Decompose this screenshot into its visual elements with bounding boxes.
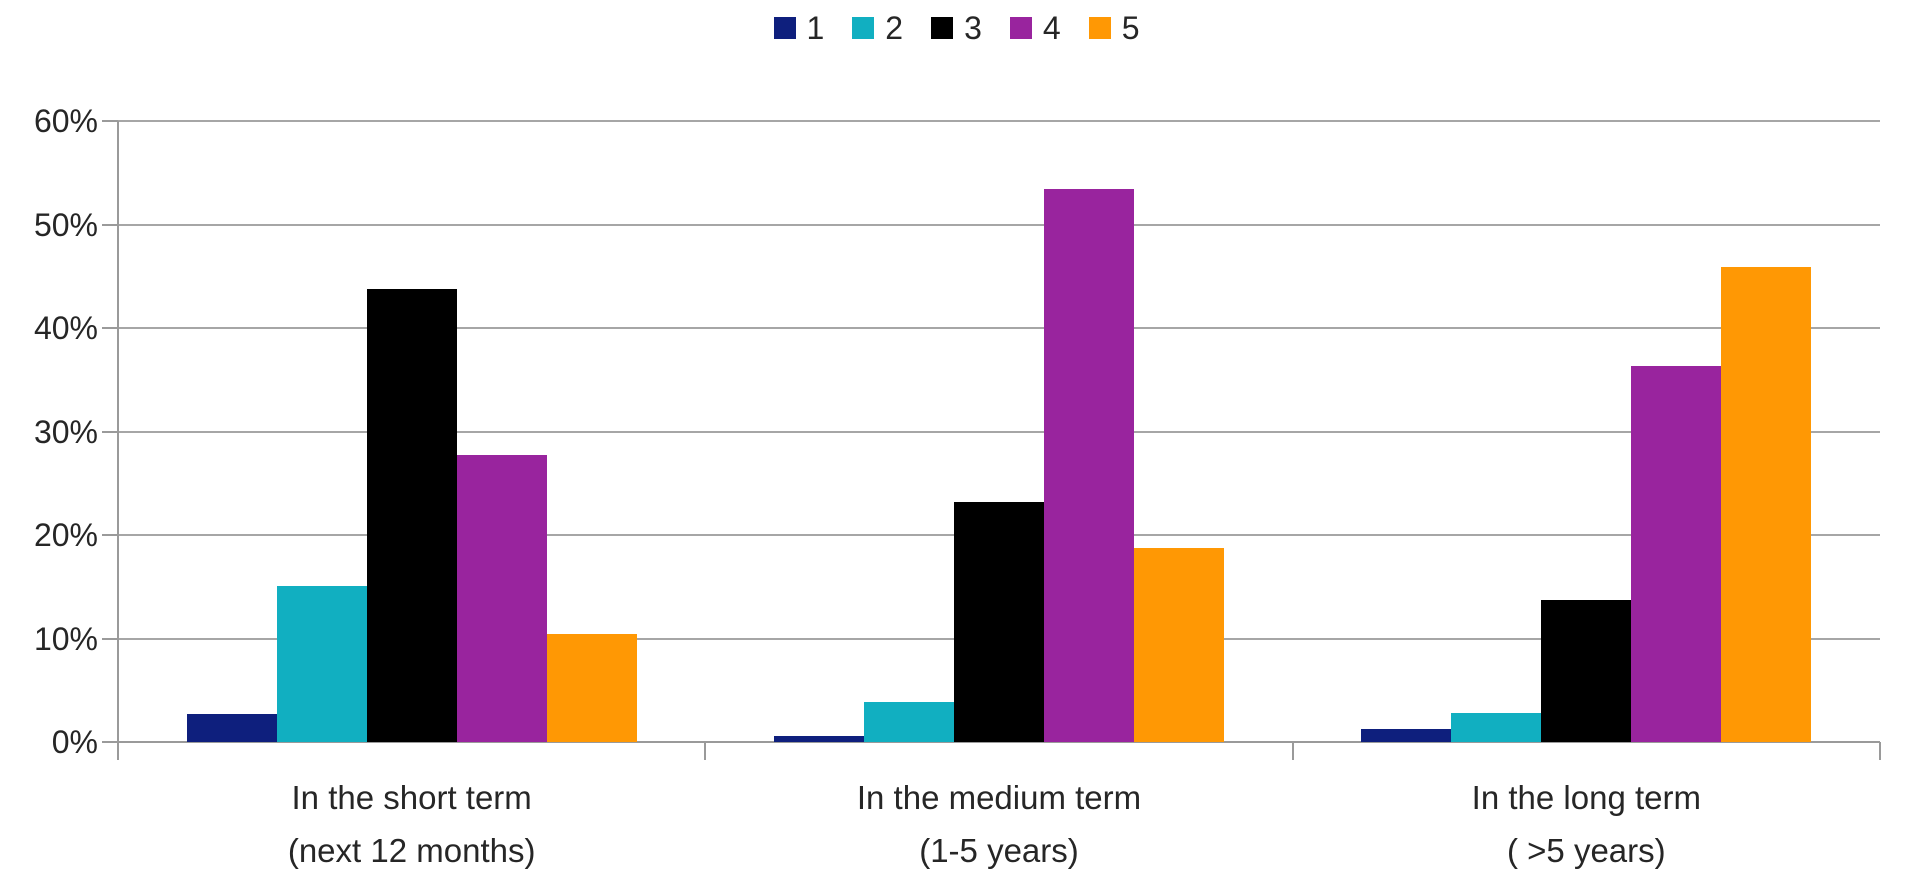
bar-series-3-category-2 — [954, 501, 1044, 742]
x-axis-category-label: In the long term ( >5 years) — [1306, 772, 1866, 874]
legend-label: 3 — [964, 10, 982, 46]
legend-item-series-3: 3 — [931, 12, 982, 44]
x-axis-line — [118, 741, 1880, 743]
bar-series-5-category-3 — [1721, 266, 1812, 742]
legend-swatch-icon — [852, 17, 875, 39]
y-axis-label: 0% — [51, 724, 98, 760]
bar-series-3-category-3 — [1541, 600, 1632, 742]
bar-series-1-category-2 — [774, 735, 864, 742]
bar-series-2-category-2 — [864, 701, 954, 742]
legend-label: 2 — [885, 10, 904, 46]
x-axis-tick — [704, 742, 707, 760]
y-axis-tick — [102, 430, 118, 433]
category-label-line1: In the medium term — [856, 779, 1142, 816]
y-axis-tick — [102, 327, 118, 329]
x-axis-category-label: In the medium term (1-5 years) — [719, 772, 1279, 874]
legend-swatch-icon — [1088, 17, 1111, 39]
category-label-line1: In the short term — [291, 779, 532, 816]
y-axis-tick — [102, 120, 118, 122]
bar-series-2-category-1 — [276, 585, 367, 742]
y-axis-label: 10% — [33, 620, 98, 657]
category-label-line2: ( >5 years) — [1507, 831, 1666, 869]
category-label-line1: In the long term — [1471, 779, 1701, 816]
legend-swatch-icon — [773, 17, 796, 39]
gridline-40% — [118, 327, 1880, 329]
legend-label: 5 — [1121, 10, 1140, 46]
gridline-60% — [118, 120, 1880, 122]
y-axis-label: 30% — [33, 413, 98, 450]
bar-series-5-category-2 — [1134, 548, 1224, 742]
x-axis-tick — [1291, 742, 1294, 760]
legend-label: 1 — [806, 10, 825, 46]
legend-item-series-4: 4 — [1009, 10, 1061, 46]
bar-series-3-category-1 — [366, 288, 457, 742]
y-axis-tick — [102, 223, 118, 226]
bar-series-4-category-1 — [456, 455, 547, 742]
category-label-line2: (next 12 months) — [287, 831, 536, 869]
y-axis-label: 20% — [33, 517, 98, 553]
legend-item-series-1: 1 — [773, 10, 825, 46]
category-label-line2: (1-5 years) — [919, 831, 1079, 869]
bar-series-4-category-2 — [1044, 189, 1134, 742]
gridline-30% — [118, 430, 1880, 433]
x-axis-tick — [1879, 742, 1881, 760]
y-axis-label: 60% — [33, 103, 98, 139]
bar-series-5-category-1 — [546, 634, 637, 742]
bar-series-4-category-3 — [1631, 366, 1722, 742]
y-axis-line — [117, 121, 119, 742]
x-axis-category-label: In the short term (next 12 months) — [132, 772, 692, 874]
legend-swatch-icon — [1009, 17, 1032, 39]
bar-series-2-category-3 — [1451, 713, 1542, 742]
y-axis-tick — [102, 637, 118, 640]
y-axis-label: 40% — [33, 310, 98, 346]
legend-item-series-2: 2 — [852, 12, 903, 44]
x-axis-tick — [117, 742, 119, 760]
chart-legend: 1 2 3 4 5 — [0, 12, 1913, 44]
legend-label: 4 — [1042, 10, 1061, 46]
bar-series-1-category-3 — [1361, 728, 1452, 742]
legend-item-series-5: 5 — [1088, 10, 1140, 46]
y-axis-label: 50% — [33, 206, 98, 243]
legend-swatch-icon — [931, 17, 954, 39]
bar-series-1-category-1 — [186, 714, 277, 742]
y-axis-tick — [102, 741, 118, 743]
y-axis-tick — [102, 534, 118, 536]
gridline-50% — [118, 223, 1880, 226]
